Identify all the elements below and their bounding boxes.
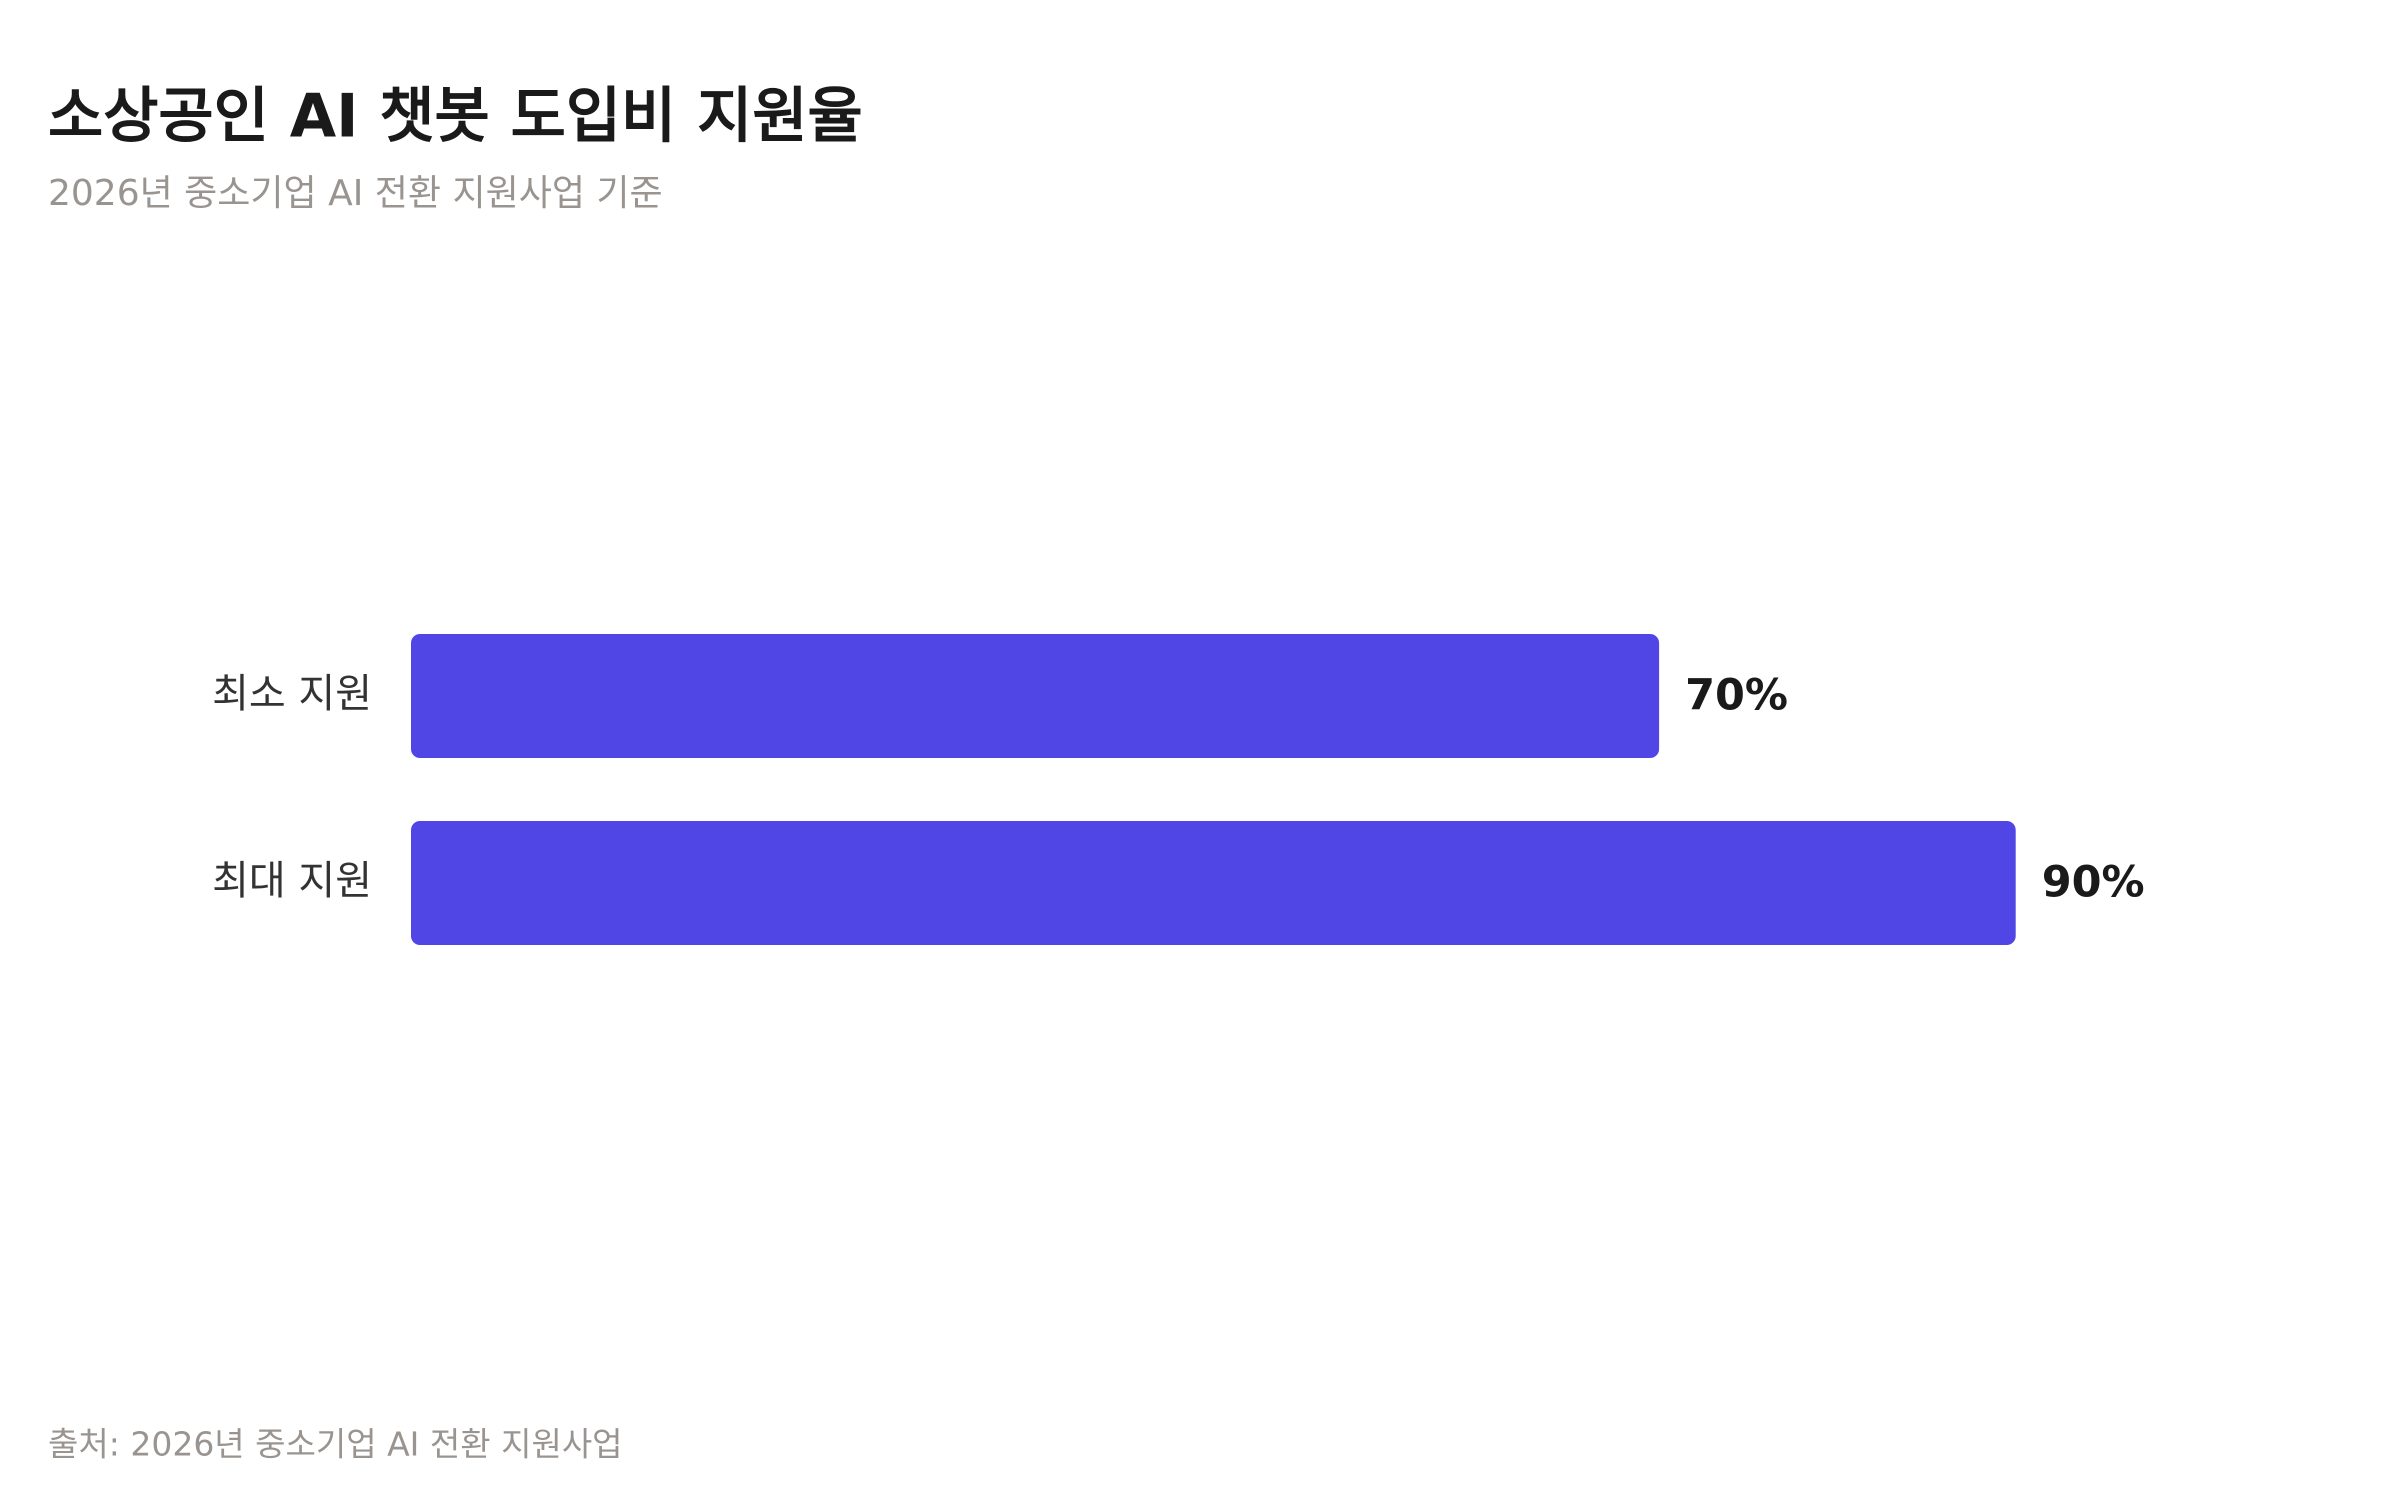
chart-subtitle: 2026년 중소기업 AI 전환 지원사업 기준 (48, 173, 663, 214)
bar (411, 634, 1660, 758)
category-label: 최소 지원 (212, 671, 372, 717)
value-label: 70% (1685, 671, 1788, 721)
bar (411, 821, 2016, 945)
value-label: 90% (2042, 858, 2145, 908)
source-note: 출처: 2026년 중소기업 AI 전환 지원사업 (48, 1425, 623, 1464)
category-label: 최대 지원 (212, 858, 372, 904)
chart-title: 소상공인 AI 챗봇 도입비 지원율 (48, 82, 863, 152)
